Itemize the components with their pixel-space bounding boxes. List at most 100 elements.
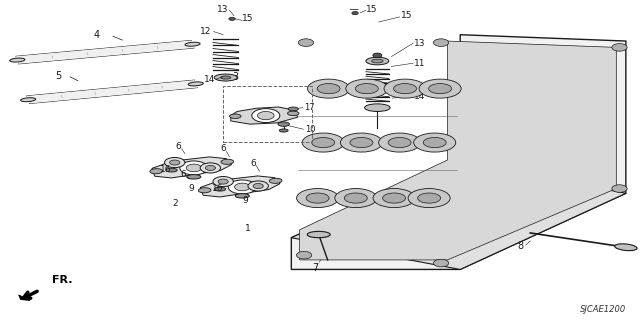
Polygon shape: [19, 295, 30, 300]
Text: 9: 9: [188, 184, 194, 193]
Ellipse shape: [306, 193, 329, 203]
Text: 9: 9: [242, 196, 248, 205]
Ellipse shape: [235, 183, 250, 191]
Text: SJCAE1200: SJCAE1200: [580, 305, 626, 314]
Ellipse shape: [298, 39, 314, 46]
Ellipse shape: [352, 12, 358, 15]
Ellipse shape: [423, 138, 446, 148]
Ellipse shape: [388, 138, 411, 148]
Text: ―: ―: [349, 5, 358, 14]
Ellipse shape: [429, 84, 452, 94]
Ellipse shape: [614, 244, 637, 251]
Text: 7: 7: [312, 263, 318, 273]
Ellipse shape: [418, 193, 440, 203]
Ellipse shape: [252, 108, 280, 123]
Ellipse shape: [312, 138, 335, 148]
Ellipse shape: [433, 259, 449, 267]
Ellipse shape: [296, 188, 339, 208]
Ellipse shape: [218, 179, 228, 184]
Text: 1: 1: [245, 224, 251, 233]
Ellipse shape: [257, 111, 274, 120]
Ellipse shape: [186, 164, 202, 172]
Ellipse shape: [419, 79, 461, 98]
Ellipse shape: [340, 133, 383, 152]
Ellipse shape: [180, 161, 208, 175]
Ellipse shape: [365, 104, 390, 111]
Ellipse shape: [166, 168, 177, 172]
Ellipse shape: [278, 122, 289, 126]
Ellipse shape: [221, 159, 234, 164]
Ellipse shape: [10, 58, 25, 62]
Ellipse shape: [214, 187, 226, 191]
Ellipse shape: [185, 42, 200, 46]
Text: 15: 15: [401, 11, 412, 20]
Ellipse shape: [205, 165, 216, 171]
Ellipse shape: [269, 178, 282, 183]
Polygon shape: [27, 80, 197, 103]
Text: 8: 8: [518, 241, 524, 251]
Ellipse shape: [200, 163, 221, 173]
Ellipse shape: [612, 44, 627, 51]
Ellipse shape: [433, 39, 449, 46]
Ellipse shape: [248, 181, 268, 191]
Ellipse shape: [287, 111, 299, 116]
Text: 16: 16: [212, 184, 224, 193]
Polygon shape: [291, 35, 626, 269]
Ellipse shape: [150, 169, 163, 174]
Ellipse shape: [373, 188, 415, 208]
Text: 13: 13: [414, 39, 426, 48]
Text: 14: 14: [414, 92, 426, 101]
Polygon shape: [152, 157, 232, 178]
Ellipse shape: [187, 175, 201, 179]
Ellipse shape: [307, 231, 330, 238]
Ellipse shape: [213, 177, 234, 187]
Ellipse shape: [164, 157, 185, 168]
Ellipse shape: [408, 188, 450, 208]
Ellipse shape: [296, 252, 312, 259]
Ellipse shape: [344, 193, 367, 203]
Ellipse shape: [317, 84, 340, 94]
Ellipse shape: [379, 133, 420, 152]
Polygon shape: [200, 176, 280, 197]
Text: 6: 6: [250, 159, 256, 168]
Text: 6: 6: [180, 170, 186, 179]
Text: 6: 6: [175, 142, 181, 151]
Text: 11: 11: [414, 59, 426, 68]
Ellipse shape: [335, 188, 377, 208]
Text: 15: 15: [243, 14, 253, 23]
Text: 14: 14: [204, 75, 215, 84]
Text: 6: 6: [220, 144, 226, 153]
Text: 12: 12: [200, 27, 212, 36]
Ellipse shape: [413, 133, 456, 152]
Text: 3: 3: [232, 72, 238, 82]
Ellipse shape: [366, 57, 389, 65]
Ellipse shape: [350, 138, 373, 148]
Polygon shape: [300, 41, 616, 260]
Ellipse shape: [214, 74, 237, 81]
Ellipse shape: [198, 188, 211, 193]
Text: 10: 10: [305, 125, 316, 134]
Polygon shape: [16, 40, 194, 64]
Polygon shape: [231, 107, 298, 124]
Ellipse shape: [384, 79, 426, 98]
Ellipse shape: [20, 98, 36, 102]
Text: 17: 17: [304, 103, 315, 112]
Ellipse shape: [170, 160, 180, 165]
Ellipse shape: [188, 82, 204, 86]
Ellipse shape: [612, 185, 627, 192]
Ellipse shape: [372, 59, 383, 63]
Ellipse shape: [302, 133, 344, 152]
Ellipse shape: [228, 180, 256, 194]
Ellipse shape: [346, 79, 388, 98]
Ellipse shape: [355, 84, 378, 94]
Text: 13: 13: [218, 5, 229, 14]
Text: 5: 5: [56, 71, 62, 81]
Text: 2: 2: [173, 199, 178, 208]
Ellipse shape: [221, 76, 231, 79]
Ellipse shape: [229, 17, 236, 20]
Ellipse shape: [236, 194, 249, 198]
Polygon shape: [291, 160, 626, 269]
Ellipse shape: [279, 129, 288, 132]
Ellipse shape: [230, 114, 241, 118]
Text: 4: 4: [94, 30, 100, 40]
